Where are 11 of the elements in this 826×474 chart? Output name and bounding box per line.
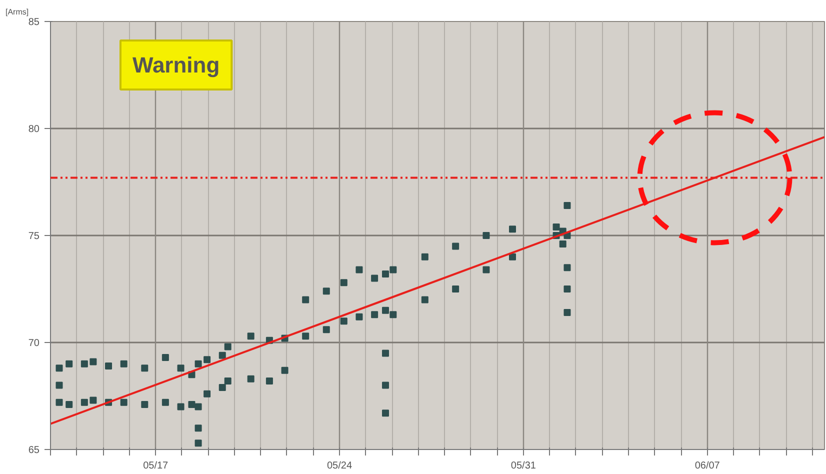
x-tick-label: 06/07 <box>694 460 720 472</box>
y-axis-title: [Arms] <box>6 8 29 16</box>
y-tick-label: 75 <box>28 231 40 242</box>
annotation: Warning <box>132 52 220 78</box>
y-tick-label: 85 <box>28 17 40 28</box>
x-tick-label: 05/17 <box>143 460 169 472</box>
x-tick-label: 05/31 <box>510 460 536 472</box>
y-tick-label: 70 <box>28 338 40 349</box>
y-tick-label: 80 <box>28 124 40 135</box>
x-tick-label: 05/24 <box>327 460 352 472</box>
y-tick-label: 65 <box>28 445 40 456</box>
